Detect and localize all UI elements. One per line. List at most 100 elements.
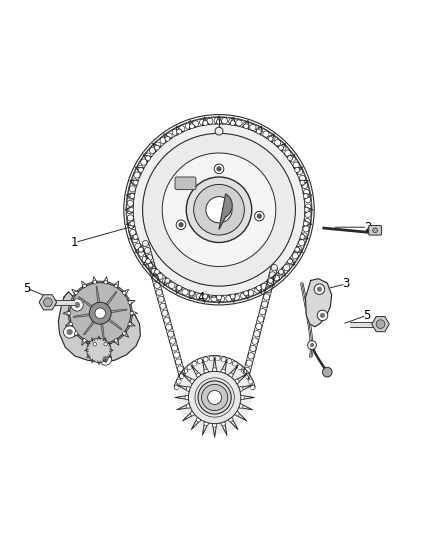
Circle shape [177, 360, 252, 434]
Circle shape [165, 278, 170, 283]
Circle shape [201, 384, 228, 410]
Circle shape [244, 124, 248, 128]
Circle shape [74, 302, 80, 308]
Circle shape [204, 369, 208, 374]
Circle shape [186, 404, 191, 408]
Circle shape [221, 369, 225, 374]
Circle shape [128, 301, 131, 304]
Circle shape [310, 343, 314, 348]
Circle shape [198, 381, 231, 414]
Circle shape [217, 295, 221, 300]
Circle shape [177, 286, 182, 290]
Circle shape [71, 299, 83, 311]
Circle shape [320, 313, 325, 318]
Circle shape [254, 211, 264, 221]
Circle shape [317, 287, 322, 292]
Circle shape [69, 301, 72, 304]
Circle shape [133, 180, 138, 185]
Circle shape [89, 302, 111, 324]
Circle shape [129, 207, 134, 212]
Circle shape [177, 129, 182, 134]
Text: 2: 2 [364, 221, 371, 233]
Circle shape [216, 166, 222, 172]
Circle shape [102, 356, 109, 362]
Circle shape [235, 411, 239, 416]
Circle shape [240, 395, 244, 400]
Polygon shape [219, 194, 232, 229]
Circle shape [376, 320, 385, 328]
Circle shape [145, 156, 150, 160]
Circle shape [123, 332, 126, 335]
Circle shape [138, 247, 143, 252]
Circle shape [145, 259, 150, 264]
Circle shape [196, 373, 201, 377]
Circle shape [203, 294, 208, 299]
Circle shape [64, 326, 76, 338]
Circle shape [212, 423, 217, 427]
Circle shape [288, 156, 293, 160]
Circle shape [322, 367, 332, 377]
Circle shape [67, 329, 73, 335]
Circle shape [165, 136, 170, 141]
Circle shape [303, 221, 308, 226]
Circle shape [69, 322, 72, 326]
Circle shape [235, 379, 239, 384]
Circle shape [268, 278, 273, 283]
FancyBboxPatch shape [369, 225, 381, 235]
Circle shape [190, 411, 194, 416]
Circle shape [43, 298, 52, 306]
Circle shape [300, 235, 305, 239]
Text: 5: 5 [363, 309, 370, 322]
Circle shape [230, 120, 235, 125]
Circle shape [104, 342, 107, 346]
Circle shape [186, 177, 252, 243]
Circle shape [229, 417, 233, 422]
FancyBboxPatch shape [175, 177, 196, 190]
Circle shape [74, 291, 78, 295]
Circle shape [203, 120, 208, 125]
Circle shape [133, 235, 138, 239]
Circle shape [288, 259, 293, 264]
Circle shape [229, 373, 233, 377]
Polygon shape [305, 279, 332, 327]
Circle shape [155, 146, 159, 150]
Circle shape [303, 193, 308, 198]
Circle shape [314, 284, 325, 294]
Circle shape [279, 146, 283, 150]
Text: 6: 6 [211, 379, 219, 392]
Circle shape [373, 228, 378, 232]
Circle shape [178, 222, 184, 228]
Circle shape [190, 291, 194, 296]
Circle shape [128, 322, 131, 326]
Circle shape [70, 282, 131, 344]
Circle shape [185, 395, 189, 400]
Circle shape [138, 167, 143, 172]
Text: 5: 5 [23, 282, 31, 295]
Polygon shape [104, 292, 117, 308]
Polygon shape [84, 319, 96, 335]
Circle shape [268, 136, 273, 141]
Circle shape [176, 220, 186, 230]
Polygon shape [74, 313, 93, 317]
Circle shape [68, 281, 132, 345]
Circle shape [239, 404, 243, 408]
Circle shape [304, 207, 309, 212]
Circle shape [130, 193, 135, 198]
Circle shape [194, 184, 244, 235]
Circle shape [196, 417, 201, 422]
Circle shape [215, 127, 223, 135]
Circle shape [162, 153, 276, 266]
Circle shape [257, 214, 262, 219]
Polygon shape [48, 300, 74, 305]
Circle shape [104, 280, 107, 284]
Circle shape [212, 368, 217, 372]
Circle shape [206, 197, 232, 223]
Circle shape [300, 180, 305, 185]
Circle shape [93, 280, 96, 284]
Circle shape [87, 338, 111, 362]
Circle shape [221, 422, 225, 426]
Circle shape [143, 133, 295, 286]
Circle shape [256, 129, 261, 134]
Polygon shape [96, 287, 100, 305]
Circle shape [244, 291, 248, 296]
